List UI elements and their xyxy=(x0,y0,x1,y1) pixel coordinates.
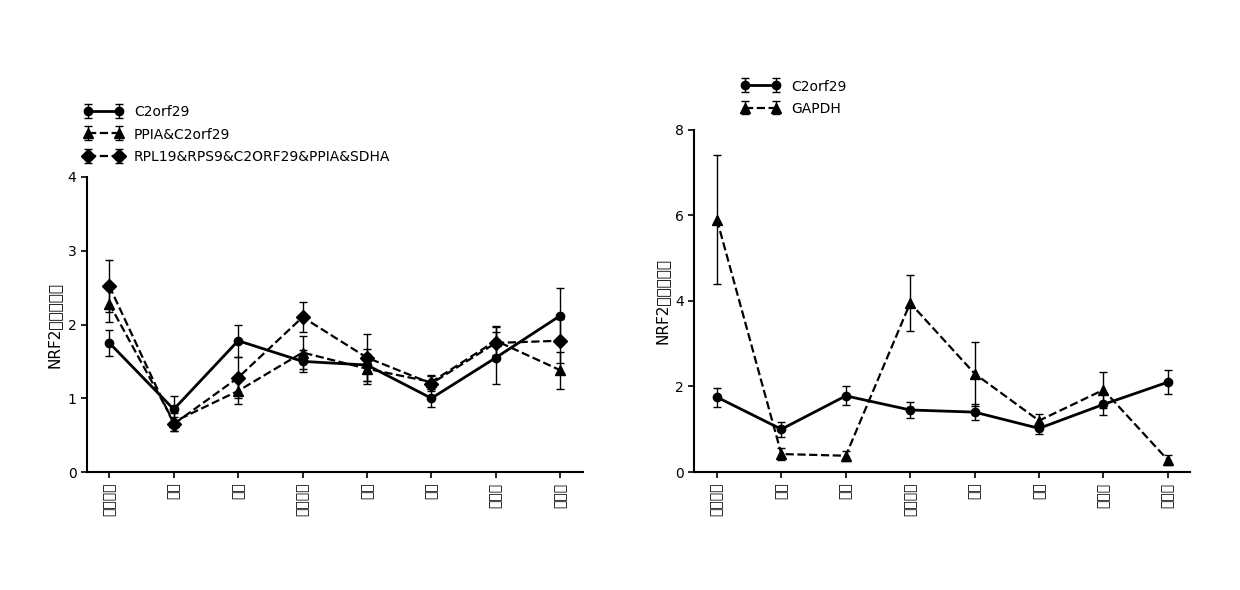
Legend: C2orf29, GAPDH: C2orf29, GAPDH xyxy=(742,80,847,116)
Y-axis label: NRF2相对表达量: NRF2相对表达量 xyxy=(47,281,62,368)
Legend: C2orf29, PPIA&C2orf29, RPL19&RPS9&C2ORF29&PPIA&SDHA: C2orf29, PPIA&C2orf29, RPL19&RPS9&C2ORF2… xyxy=(84,106,391,164)
Y-axis label: NRF2相对表达量: NRF2相对表达量 xyxy=(655,258,670,344)
